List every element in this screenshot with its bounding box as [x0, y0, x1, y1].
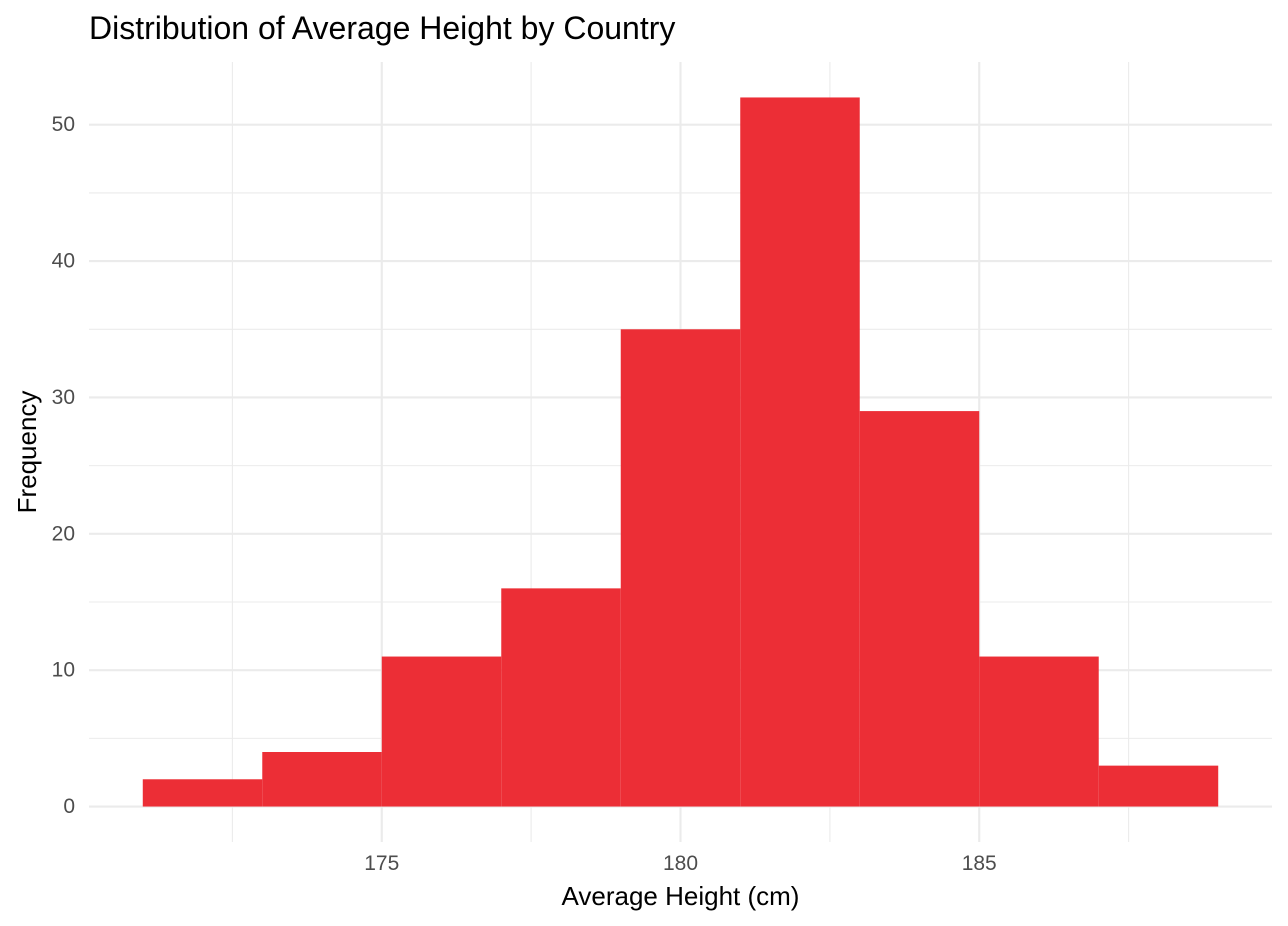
y-tick-label: 0	[63, 795, 75, 818]
x-tick-label: 175	[364, 852, 399, 875]
y-tick-label: 30	[52, 386, 75, 409]
histogram-bar	[620, 329, 741, 807]
histogram-bar	[979, 656, 1099, 807]
histogram-bar	[262, 752, 382, 807]
histogram-bar	[859, 411, 980, 807]
histogram-bar	[142, 779, 263, 807]
histogram-bar	[501, 588, 621, 807]
x-tick-label: 180	[663, 852, 698, 875]
histogram-bar	[740, 97, 860, 807]
y-tick-label: 10	[52, 659, 75, 682]
y-axis-title: Frequency	[12, 391, 42, 514]
x-tick-label: 185	[962, 852, 997, 875]
x-axis-tick-labels: 175 180 185	[364, 852, 997, 875]
y-tick-label: 20	[52, 522, 75, 545]
histogram-bar	[1098, 765, 1219, 807]
y-tick-label: 40	[52, 250, 75, 273]
x-axis-title: Average Height (cm)	[562, 881, 800, 911]
y-axis-tick-labels: 0 10 20 30 40 50	[52, 113, 75, 818]
histogram-bars	[142, 97, 1219, 807]
histogram-bar	[381, 656, 502, 807]
chart-title: Distribution of Average Height by Countr…	[89, 10, 675, 46]
y-tick-label: 50	[52, 113, 75, 136]
